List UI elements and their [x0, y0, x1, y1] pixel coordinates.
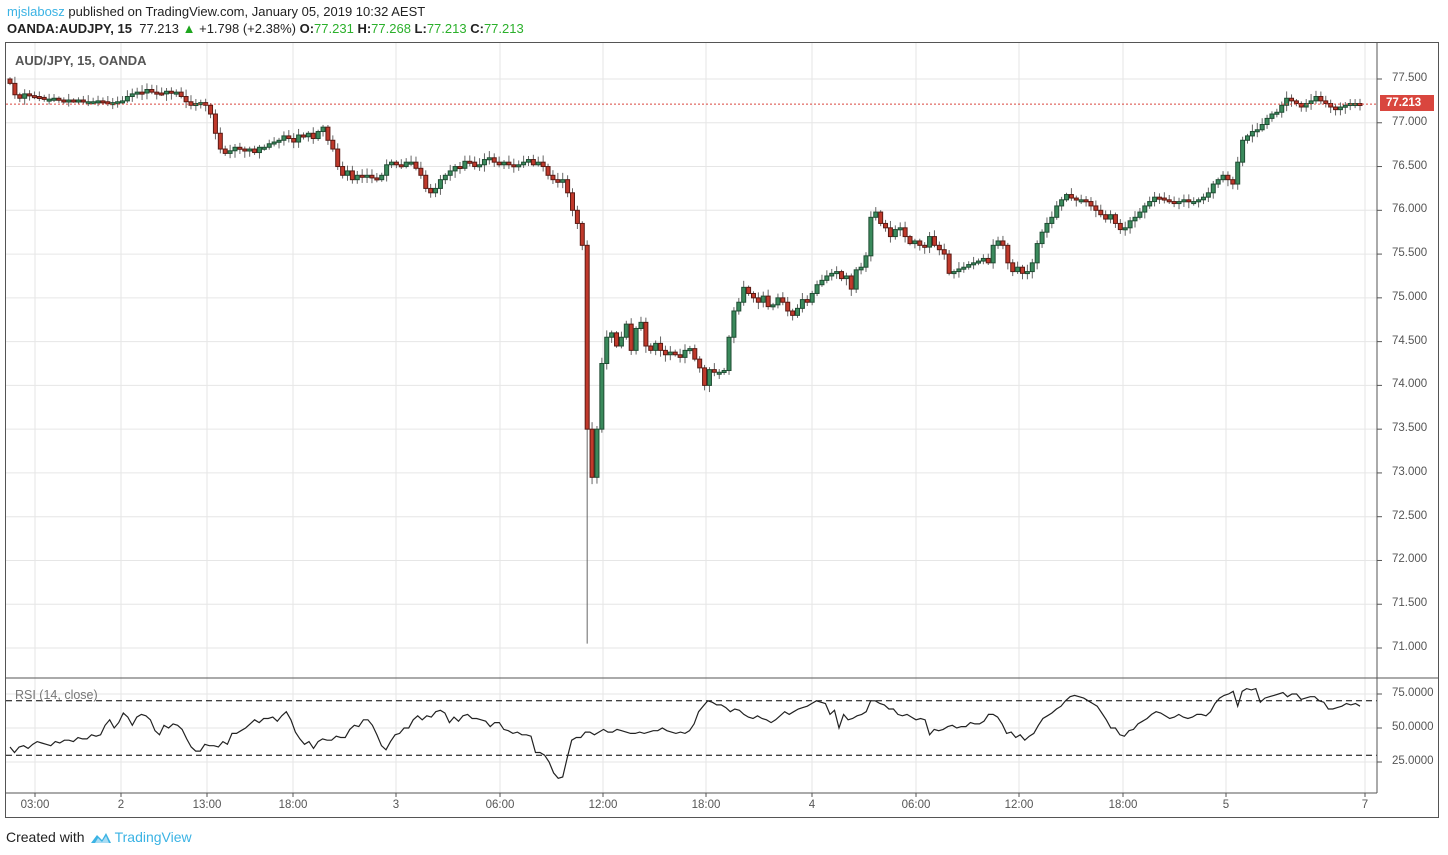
time-tick-label: 7: [1361, 799, 1369, 811]
created-with-text: Created with: [6, 829, 85, 845]
time-tick-label: 18:00: [278, 799, 308, 811]
published-text: published on TradingView.com, January 05…: [64, 4, 426, 19]
time-tick-label: 3: [392, 799, 400, 811]
rsi-title: RSI (14, close): [15, 688, 98, 702]
price-tick-label: 73.500: [1392, 422, 1428, 435]
price-tick-label: 74.500: [1392, 334, 1428, 347]
time-tick-label: 06:00: [485, 799, 515, 811]
time-tick-label: 5: [1222, 799, 1230, 811]
high-value: 77.268: [371, 21, 411, 36]
time-tick-label: 06:00: [901, 799, 931, 811]
low-label: L:: [414, 21, 427, 36]
rsi-tick-label: 25.0000: [1392, 755, 1434, 767]
time-tick-label: 03:00: [20, 799, 50, 811]
footer: Created with TradingView: [6, 829, 192, 845]
symbol-label: OANDA:AUDJPY, 15: [7, 21, 132, 36]
up-arrow-icon: ▲: [182, 21, 196, 36]
close-label: C:: [470, 21, 484, 36]
last-price: 77.213: [139, 21, 179, 36]
publisher-link[interactable]: mjslabosz: [7, 4, 65, 19]
tradingview-cloud-icon: [90, 833, 111, 843]
price-tick-label: 77.500: [1392, 72, 1428, 84]
high-label: H:: [357, 21, 372, 36]
pane-title: AUD/JPY, 15, OANDA: [15, 53, 147, 68]
price-tick-label: 76.500: [1392, 159, 1428, 172]
price-tick-label: 72.500: [1392, 509, 1428, 522]
time-tick-label: 18:00: [691, 799, 721, 811]
price-tick-label: 71.500: [1392, 597, 1428, 610]
publish-info: mjslabosz published on TradingView.com, …: [7, 4, 425, 19]
price-change: +1.798 (+2.38%): [199, 21, 296, 36]
price-tick-label: 72.000: [1392, 553, 1428, 566]
tradingview-brand-link[interactable]: TradingView: [114, 829, 192, 845]
open-value: 77.231: [314, 21, 354, 36]
price-tick-label: 77.000: [1392, 115, 1428, 128]
low-value: 77.213: [426, 21, 467, 36]
symbol-legend: OANDA:AUDJPY, 15 77.213 ▲ +1.798 (+2.38%…: [7, 21, 524, 36]
time-tick-label: 13:00: [192, 799, 222, 811]
price-tick-label: 74.000: [1392, 378, 1428, 391]
time-tick-label: 2: [117, 799, 125, 811]
price-tick-label: 73.000: [1392, 465, 1428, 478]
open-label: O:: [299, 21, 315, 36]
rsi-tick-label: 50.0000: [1392, 721, 1434, 733]
price-tick-label: 75.000: [1392, 290, 1428, 303]
rsi-tick-label: 75.0000: [1392, 687, 1434, 699]
price-tick-label: 75.500: [1392, 247, 1428, 260]
time-tick-label: 4: [808, 799, 816, 811]
price-tick-label: 71.000: [1392, 641, 1428, 653]
close-value: 77.213: [483, 21, 524, 36]
time-tick-label: 18:00: [1108, 799, 1138, 811]
time-tick-label: 12:00: [1004, 799, 1034, 811]
price-tick-label: 76.000: [1392, 203, 1428, 216]
chart-frame: [5, 42, 1439, 818]
time-tick-label: 12:00: [588, 799, 618, 811]
last-price-badge: 77.213: [1380, 95, 1434, 111]
